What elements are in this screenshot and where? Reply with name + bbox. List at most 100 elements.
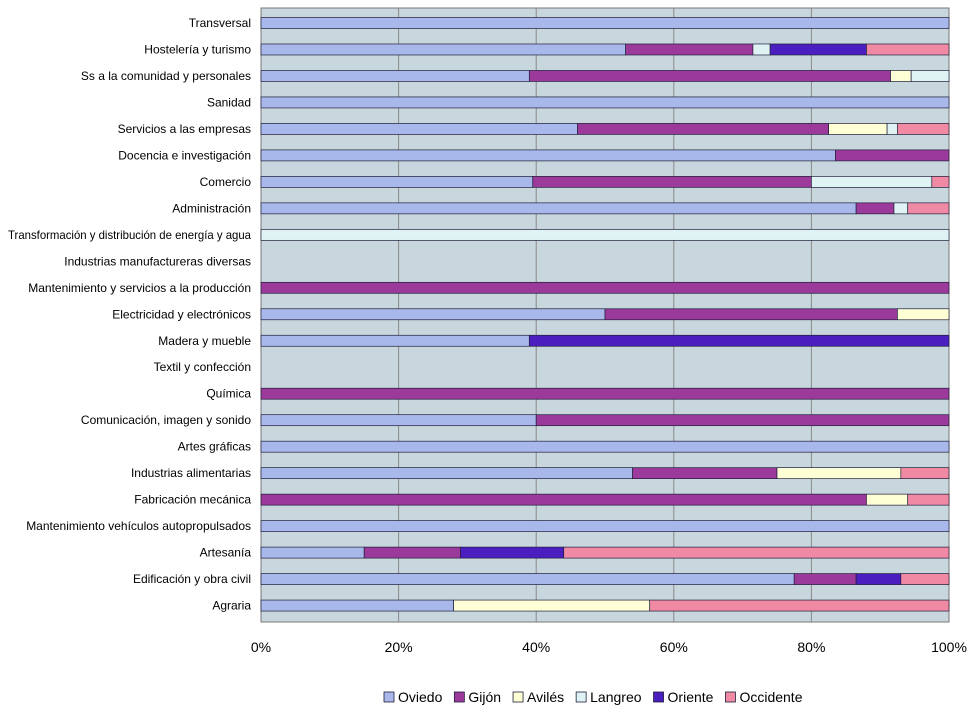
bar-langreo-hosteleria-y-turismo: [752, 43, 771, 56]
x-tick-label: 40%: [522, 639, 550, 655]
category-label: Industrias alimentarias: [131, 466, 251, 480]
bar-oviedo-ss-a-la-comunidad-y-personales: [260, 70, 530, 82]
bar-langreo-comercio: [811, 176, 933, 188]
bar-gijon-artesania: [363, 546, 461, 559]
legend-label-oviedo: Oviedo: [398, 689, 443, 705]
bar-oviedo-comunicacion-imagen-y-sonido: [260, 414, 537, 427]
bar-gijon-fabricacion-mecanica: [260, 493, 867, 506]
bar-oviedo-agraria: [260, 599, 454, 612]
bar-oriente-hosteleria-y-turismo: [769, 43, 867, 56]
bar-occidente-edificacion-y-obra-civil: [900, 573, 950, 585]
legend-swatch-oviedo: [383, 691, 395, 703]
bar-aviles-industrias-alimentarias: [776, 467, 902, 480]
x-tick-label: 100%: [931, 639, 967, 655]
bar-oviedo-administracion: [260, 202, 857, 215]
bar-aviles-servicios-a-las-empresas: [828, 123, 888, 135]
bar-gijon-administracion: [855, 202, 895, 215]
category-label: Hostelería y turismo: [144, 42, 251, 56]
legend-swatch-gijon: [453, 691, 465, 703]
bar-aviles-ss-a-la-comunidad-y-personales: [890, 70, 912, 82]
bar-occidente-comercio: [931, 176, 950, 188]
legend-swatch-occidente: [725, 691, 736, 703]
bar-oriente-madera-y-mueble: [528, 334, 950, 347]
category-label: Comercio: [200, 175, 252, 189]
category-label: Agraria: [212, 599, 251, 613]
bar-gijon-hosteleria-y-turismo: [625, 43, 754, 56]
legend-label-aviles: Avilés: [527, 689, 564, 705]
category-label: Servicios a las empresas: [118, 122, 251, 136]
bar-occidente-fabricacion-mecanica: [907, 493, 950, 506]
bar-langreo-transformacion-y-distribucion-de-energia-y-agua: [260, 228, 950, 241]
legend-label-oriente: Oriente: [668, 689, 714, 705]
bar-occidente-agraria: [649, 599, 950, 612]
bar-oviedo-industrias-alimentarias: [260, 467, 633, 480]
bar-langreo-administracion: [893, 202, 909, 215]
bar-gijon-quimica: [260, 387, 950, 400]
category-label: Electricidad y electrónicos: [112, 307, 251, 321]
category-label: Química: [206, 387, 251, 401]
bar-gijon-edificacion-y-obra-civil: [793, 573, 857, 585]
bar-gijon-docencia-e-investigacion: [835, 149, 950, 162]
legend-label-occidente: Occidente: [739, 689, 802, 705]
bar-oviedo-docencia-e-investigacion: [260, 149, 836, 162]
category-label: Artes gráficas: [178, 440, 251, 454]
category-label: Transversal: [189, 16, 251, 30]
bar-oviedo-hosteleria-y-turismo: [260, 43, 626, 56]
category-label: Madera y mueble: [158, 334, 251, 348]
category-label: Artesanía: [200, 546, 252, 560]
legend-label-langreo: Langreo: [590, 689, 642, 705]
bar-oviedo-edificacion-y-obra-civil: [260, 573, 795, 585]
bar-aviles-electricidad-y-electronicos: [897, 308, 950, 321]
x-axis-tick-labels: 0% 20% 40% 60% 80% 100%: [251, 639, 967, 655]
bar-occidente-industrias-alimentarias: [900, 467, 950, 480]
bar-occidente-artesania: [563, 546, 950, 559]
bar-aviles-fabricacion-mecanica: [866, 493, 909, 506]
category-label: Ss a la comunidad y personales: [81, 69, 251, 83]
bar-gijon-industrias-alimentarias: [632, 467, 778, 480]
bar-oviedo-artes-graficas: [260, 440, 950, 453]
bar-oviedo-electricidad-y-electronicos: [260, 308, 606, 321]
bar-occidente-hosteleria-y-turismo: [866, 43, 950, 56]
category-label: Textil y confección: [154, 360, 251, 374]
x-tick-label: 60%: [660, 639, 688, 655]
bar-gijon-ss-a-la-comunidad-y-personales: [528, 70, 891, 82]
category-label: Docencia e investigación: [118, 148, 251, 162]
category-label: Edificación y obra civil: [133, 572, 251, 586]
category-label: Fabricación mecánica: [134, 493, 251, 507]
category-label: Sanidad: [207, 95, 251, 109]
bar-aviles-agraria: [453, 599, 651, 612]
bar-oviedo-artesania: [260, 546, 365, 559]
bar-gijon-electricidad-y-electronicos: [604, 308, 898, 321]
legend-swatch-aviles: [512, 691, 524, 703]
bar-gijon-comunicacion-imagen-y-sonido: [535, 414, 950, 427]
bar-occidente-administracion: [907, 202, 950, 215]
category-label: Mantenimiento y servicios a la producció…: [28, 281, 251, 295]
x-tick-label: 0%: [251, 639, 271, 655]
bar-langreo-servicios-a-las-empresas: [886, 123, 898, 135]
legend-label-gijon: Gijón: [468, 689, 501, 705]
bar-gijon-mantenimiento-y-servicios-a-la-produccion: [260, 281, 950, 294]
legend: Oviedo Gijón Avilés Langreo Oriente Occidente: [383, 689, 803, 705]
bar-oriente-artesania: [460, 546, 565, 559]
bars: [260, 17, 950, 612]
x-tick-label: 80%: [797, 639, 825, 655]
bar-langreo-ss-a-la-comunidad-y-personales: [910, 70, 950, 82]
bar-gijon-comercio: [532, 176, 812, 188]
category-label: Mantenimiento vehículos autopropulsados: [26, 519, 251, 533]
category-labels: Transversal Hostelería y turismo Ss a la c…: [8, 16, 251, 613]
bar-occidente-servicios-a-las-empresas: [897, 123, 950, 135]
legend-swatch-langreo: [575, 691, 587, 703]
x-tick-label: 20%: [385, 639, 413, 655]
bar-oriente-edificacion-y-obra-civil: [855, 573, 902, 585]
category-label: Comunicación, imagen y sonido: [81, 413, 251, 427]
bar-oviedo-servicios-a-las-empresas: [260, 123, 578, 135]
bar-oviedo-transversal: [260, 17, 950, 29]
category-label: Industrias manufactureras diversas: [64, 254, 251, 268]
bar-gijon-servicios-a-las-empresas: [577, 123, 829, 135]
bar-oviedo-madera-y-mueble: [260, 334, 530, 347]
bar-oviedo-sanidad: [260, 96, 950, 109]
legend-swatch-oriente: [653, 691, 664, 703]
bar-oviedo-comercio: [260, 176, 534, 188]
category-label: Transformación y distribución de energía…: [8, 228, 251, 242]
